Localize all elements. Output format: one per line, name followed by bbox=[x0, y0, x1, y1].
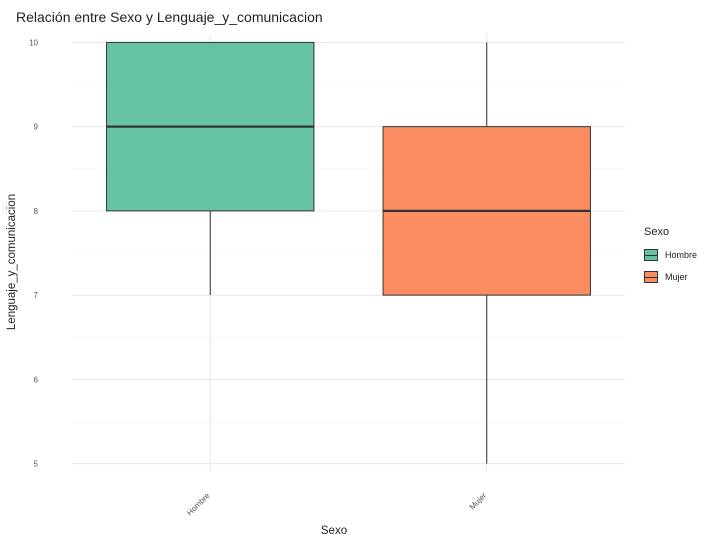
x-tick-label: Mujer bbox=[468, 491, 489, 512]
chart-title: Relación entre Sexo y Lenguaje_y_comunic… bbox=[16, 9, 323, 25]
y-tick-label: 5 bbox=[34, 460, 39, 469]
legend-item-mujer: Mujer bbox=[644, 266, 697, 288]
y-tick-label: 6 bbox=[34, 375, 39, 384]
legend-key-hombre bbox=[644, 249, 658, 261]
x-axis-label: Sexo bbox=[320, 525, 348, 537]
legend-title: Sexo bbox=[644, 226, 670, 238]
x-tick-label: Hombre bbox=[185, 491, 212, 518]
legend: Sexo Hombre Mujer bbox=[644, 226, 697, 288]
legend-item-hombre: Hombre bbox=[644, 244, 697, 266]
y-tick-label: 8 bbox=[34, 207, 39, 216]
y-tick-label: 10 bbox=[29, 38, 38, 47]
legend-label-mujer: Mujer bbox=[665, 272, 688, 282]
y-tick-label: 7 bbox=[34, 291, 39, 300]
legend-key-mujer bbox=[644, 271, 658, 283]
y-axis-label: Lenguaje_y_comunicacion bbox=[6, 193, 18, 331]
legend-label-hombre: Hombre bbox=[665, 250, 698, 260]
y-tick-label: 9 bbox=[34, 123, 39, 132]
